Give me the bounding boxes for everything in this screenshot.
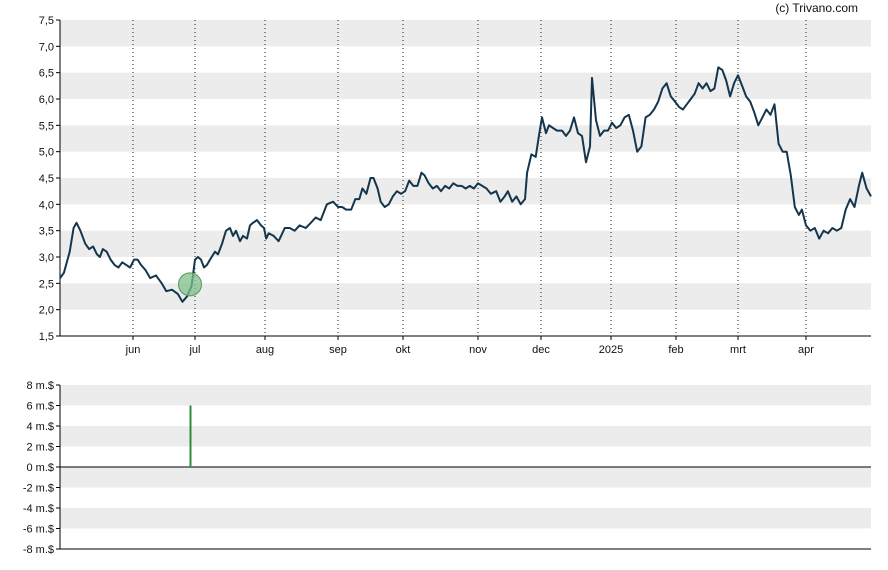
- y-tick-label: 5,5: [39, 120, 54, 132]
- volume-y-tick-label: -6 m.$: [23, 524, 54, 536]
- volume-y-tick-label: -2 m.$: [23, 483, 54, 495]
- grid-band: [60, 125, 871, 152]
- x-tick-label: apr: [798, 344, 814, 356]
- x-tick-label: jul: [188, 344, 200, 356]
- volume-y-tick-label: 4 m.$: [26, 421, 54, 433]
- x-tick-label: 2025: [599, 344, 623, 356]
- y-tick-label: 7,5: [39, 15, 54, 27]
- grid-band: [60, 230, 871, 257]
- x-tick-label: aug: [256, 344, 274, 356]
- x-tick-label: okt: [396, 344, 411, 356]
- grid-band: [60, 72, 871, 99]
- grid-band: [60, 508, 871, 529]
- y-tick-label: 5,0: [39, 147, 54, 159]
- x-tick-label: jun: [125, 344, 141, 356]
- grid-band: [60, 426, 871, 447]
- volume-y-tick-label: 0 m.$: [26, 462, 54, 474]
- grid-band: [60, 20, 871, 47]
- y-tick-label: 2,0: [39, 305, 54, 317]
- x-tick-label: nov: [469, 344, 487, 356]
- y-tick-label: 3,0: [39, 252, 54, 264]
- x-tick-label: dec: [532, 344, 550, 356]
- volume-y-tick-label: 2 m.$: [26, 442, 54, 454]
- volume-y-tick-label: 8 m.$: [26, 380, 54, 392]
- x-tick-label: sep: [329, 344, 347, 356]
- y-tick-label: 4,5: [39, 173, 54, 185]
- credit-label: (c) Trivano.com: [775, 1, 858, 15]
- y-tick-label: 1,5: [39, 331, 54, 343]
- volume-y-tick-label: -8 m.$: [23, 544, 54, 556]
- volume-y-tick-label: -4 m.$: [23, 503, 54, 515]
- x-tick-label: mrt: [730, 344, 746, 356]
- grid-band: [60, 178, 871, 205]
- x-tick-label: feb: [668, 344, 683, 356]
- event-marker: [178, 272, 202, 297]
- grid-band: [60, 467, 871, 488]
- volume-y-tick-label: 6 m.$: [26, 401, 54, 413]
- y-tick-label: 7,0: [39, 41, 54, 53]
- y-tick-label: 6,5: [39, 68, 54, 80]
- grid-band: [60, 385, 871, 406]
- y-tick-label: 6,0: [39, 94, 54, 106]
- y-tick-label: 4,0: [39, 199, 54, 211]
- y-tick-label: 3,5: [39, 226, 54, 238]
- y-tick-label: 2,5: [39, 278, 54, 290]
- price-line: [59, 66, 872, 303]
